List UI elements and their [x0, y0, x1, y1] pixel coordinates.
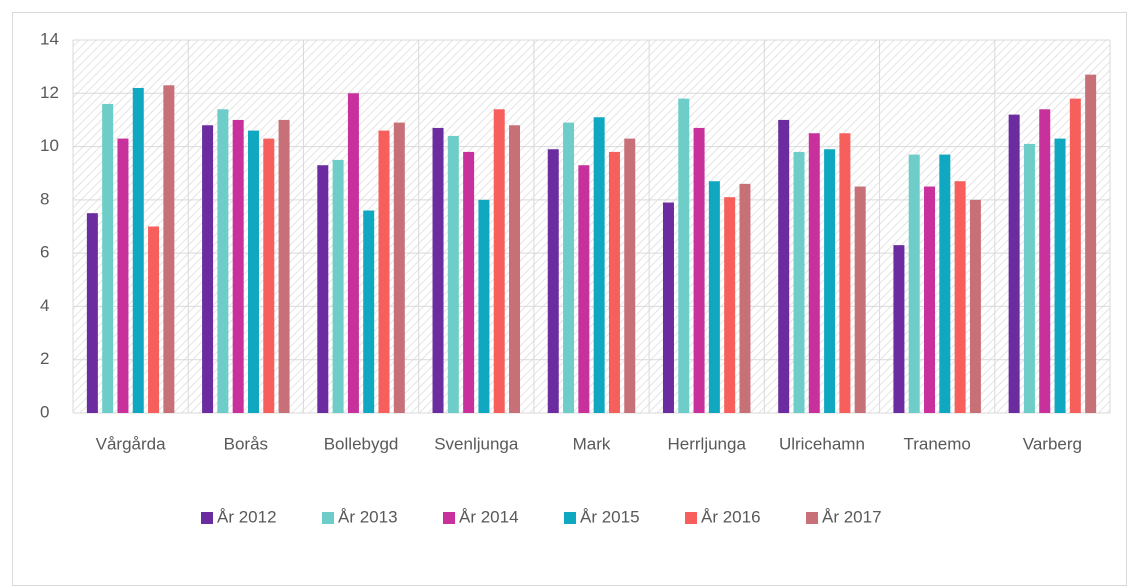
bar	[478, 199, 490, 413]
bar	[924, 186, 936, 413]
bar	[363, 210, 375, 413]
bar	[839, 133, 851, 413]
bar	[148, 226, 160, 413]
bar	[86, 213, 98, 413]
x-tick-label: Ulricehamn	[779, 434, 865, 453]
x-tick-label: Tranemo	[903, 434, 970, 453]
y-tick-label: 0	[40, 402, 49, 421]
bar	[739, 183, 751, 413]
bar	[624, 138, 636, 414]
bar	[317, 165, 329, 413]
bar	[563, 122, 575, 413]
bar	[1069, 98, 1081, 413]
bar	[1085, 74, 1097, 413]
legend-label: År 2013	[338, 507, 398, 526]
bar	[969, 199, 981, 413]
x-tick-label: Svenljunga	[434, 434, 519, 453]
bar	[432, 127, 444, 414]
legend-label: År 2014	[459, 507, 519, 526]
x-tick-label: Vårgårda	[96, 434, 166, 453]
bar	[547, 149, 559, 413]
bar	[954, 181, 966, 413]
legend-swatch	[443, 512, 455, 524]
bar	[347, 93, 359, 414]
bar	[217, 109, 229, 414]
bar	[662, 202, 674, 413]
bar	[608, 151, 620, 413]
legend-label: År 2017	[822, 507, 882, 526]
legend-label: År 2012	[217, 507, 277, 526]
bar	[447, 135, 459, 413]
plot-area	[73, 40, 1110, 413]
x-tick-label: Herrljunga	[668, 434, 747, 453]
legend-swatch	[201, 512, 213, 524]
bar	[939, 154, 951, 414]
x-tick-label: Mark	[573, 434, 611, 453]
x-tick-label: Bollebygd	[324, 434, 399, 453]
bar	[578, 165, 590, 413]
bar	[463, 151, 475, 413]
y-tick-label: 8	[40, 189, 49, 208]
y-tick-label: 10	[40, 136, 59, 155]
bar	[593, 117, 605, 413]
bar	[1023, 143, 1035, 413]
bar	[1054, 138, 1066, 414]
legend-swatch	[685, 512, 697, 524]
bar	[493, 109, 505, 414]
bar	[102, 103, 114, 413]
bar	[1039, 109, 1051, 414]
bar	[824, 149, 836, 413]
bar	[724, 197, 736, 413]
bar	[278, 119, 290, 413]
bar	[163, 85, 175, 414]
bar	[693, 127, 705, 414]
bar	[247, 130, 259, 414]
y-tick-label: 14	[40, 29, 59, 48]
legend-swatch	[322, 512, 334, 524]
bar	[1008, 114, 1020, 413]
y-tick-label: 12	[40, 83, 59, 102]
x-tick-label: Borås	[224, 434, 268, 453]
bar	[509, 125, 521, 413]
bar	[332, 159, 344, 413]
bar	[117, 138, 129, 414]
bar	[263, 138, 275, 414]
bar	[378, 130, 390, 414]
bar	[678, 98, 690, 413]
bar	[908, 154, 920, 414]
x-tick-label: Varberg	[1023, 434, 1082, 453]
bar	[202, 125, 214, 413]
bar	[232, 119, 244, 413]
bar	[708, 181, 720, 413]
bar	[793, 151, 805, 413]
bar	[854, 186, 866, 413]
bar	[132, 87, 144, 413]
y-tick-label: 2	[40, 349, 49, 368]
bar	[778, 119, 790, 413]
bar	[808, 133, 820, 413]
legend-swatch	[806, 512, 818, 524]
y-tick-label: 4	[40, 296, 49, 315]
bar	[893, 245, 905, 413]
legend-label: År 2015	[580, 507, 640, 526]
legend-swatch	[564, 512, 576, 524]
legend-label: År 2016	[701, 507, 761, 526]
bar	[393, 122, 405, 413]
y-tick-label: 6	[40, 243, 49, 262]
